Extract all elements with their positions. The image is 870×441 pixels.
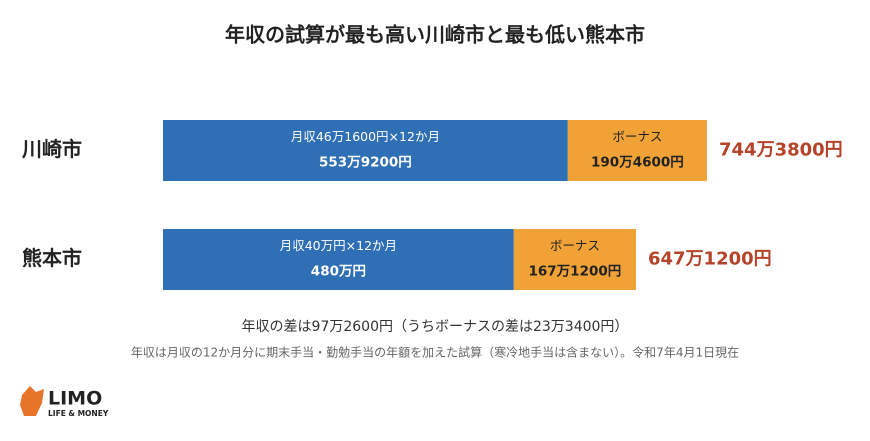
chart-title: 年収の試算が最も高い川崎市と最も低い熊本市 [225,23,645,47]
total-label: 744万3800円 [719,140,843,161]
logo-icon [20,386,44,416]
summary: 年収の差は97万2600円（うちボーナスの差は23万3400円） [242,319,629,335]
segment-label: 月収40万円×12か月 [280,238,397,253]
total-label: 647万1200円 [648,249,772,270]
brand-name: LIMO [48,388,102,410]
segment-label: ボーナス [550,238,600,253]
brand-tagline: LIFE & MONEY [48,409,109,418]
category-label: 熊本市 [22,246,82,270]
bar-segment [567,120,707,181]
category-label: 川崎市 [21,137,82,161]
value-label: 553万9200円 [319,155,412,171]
value-label: 190万4600円 [591,155,684,171]
bar-segment [163,229,514,290]
logo: LIMO LIFE & MONEY [20,386,109,418]
note: 年収は月収の12か月分に期末手当・勤勉手当の年額を加えた試算（寒冷地手当は含まな… [131,345,739,360]
value-label: 480万円 [311,264,366,280]
bar-segment [513,229,636,290]
value-label: 167万1200円 [529,264,622,280]
bar-segment [163,120,568,181]
segment-label: 月収46万1600円×12か月 [291,129,440,144]
segment-label: ボーナス [612,129,662,144]
